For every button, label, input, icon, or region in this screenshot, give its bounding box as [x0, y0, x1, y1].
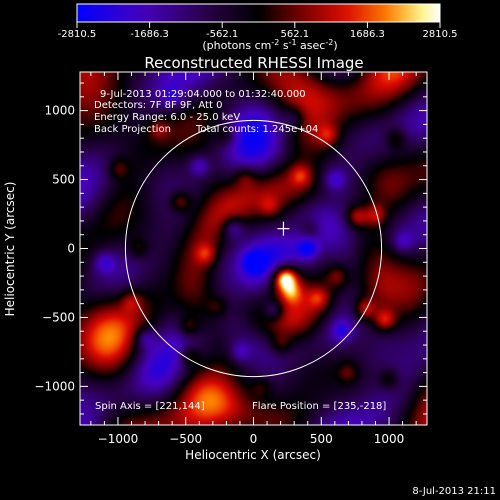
info-block: 9-Jul-2013 01:29:04.000 to 01:32:40.000 … — [94, 89, 318, 135]
timestamp: 8-Jul-2013 21:11 — [412, 486, 496, 497]
y-tick-label: 0 — [67, 242, 75, 256]
colorbar-unit-label: (photons cm-2 s-1 asec-2) — [202, 38, 337, 52]
solar-limb-circle — [124, 119, 383, 378]
colorbar: -2810.5 -1686.3 -562.1 562.1 1686.3 2810.5 (p… — [58, 3, 458, 52]
colorbar-ticks: -2810.5 -1686.3 -562.1 562.1 1686.3 2810.5 — [58, 22, 458, 40]
time-range: 9-Jul-2013 01:29:04.000 to 01:32:40.000 — [100, 89, 306, 100]
colorbar-tick-label: -2810.5 — [58, 29, 97, 40]
energy-range: Energy Range: 6.0 - 25.0 keV — [94, 112, 240, 123]
y-tick-label: −1000 — [34, 379, 75, 393]
x-tick-label: 500 — [310, 432, 333, 446]
x-tick-label: 0 — [250, 432, 258, 446]
x-tick-label: −1000 — [98, 432, 139, 446]
y-axis-ticks: −1000 −500 0 500 1000 — [34, 82, 427, 415]
total-counts: Total counts: 1.245e+04 — [195, 124, 318, 135]
colorbar-gradient — [76, 3, 441, 23]
spin-axis-text: Spin Axis = [221,144] — [95, 401, 205, 412]
colorbar-tick-label: 2810.5 — [423, 29, 458, 40]
x-tick-label: −500 — [169, 432, 202, 446]
colorbar-tick-label: 562.1 — [280, 29, 309, 40]
heatmap-image — [80, 72, 427, 425]
method: Back Projection — [94, 124, 171, 135]
colorbar-tick-label: 1686.3 — [350, 29, 385, 40]
detectors: Detectors: 7F 8F 9F, Att 0 — [94, 100, 222, 111]
chart-title: Reconstructed RHESSI Image — [144, 54, 363, 72]
colorbar-tick-label: -1686.3 — [130, 29, 169, 40]
y-tick-label: 500 — [52, 173, 75, 187]
x-axis-ticks: −1000 −500 0 500 1000 — [90, 72, 417, 446]
y-axis-label: Heliocentric Y (arcsec) — [3, 182, 17, 317]
colorbar-tick-label: -562.1 — [206, 29, 238, 40]
x-tick-label: 1000 — [374, 432, 405, 446]
flare-position-text: Flare Position = [235,-218] — [252, 401, 386, 412]
y-tick-label: −500 — [42, 310, 75, 324]
y-tick-label: 1000 — [44, 104, 75, 118]
x-axis-label: Heliocentric X (arcsec) — [185, 448, 321, 462]
spin-axis-marker — [277, 221, 290, 236]
